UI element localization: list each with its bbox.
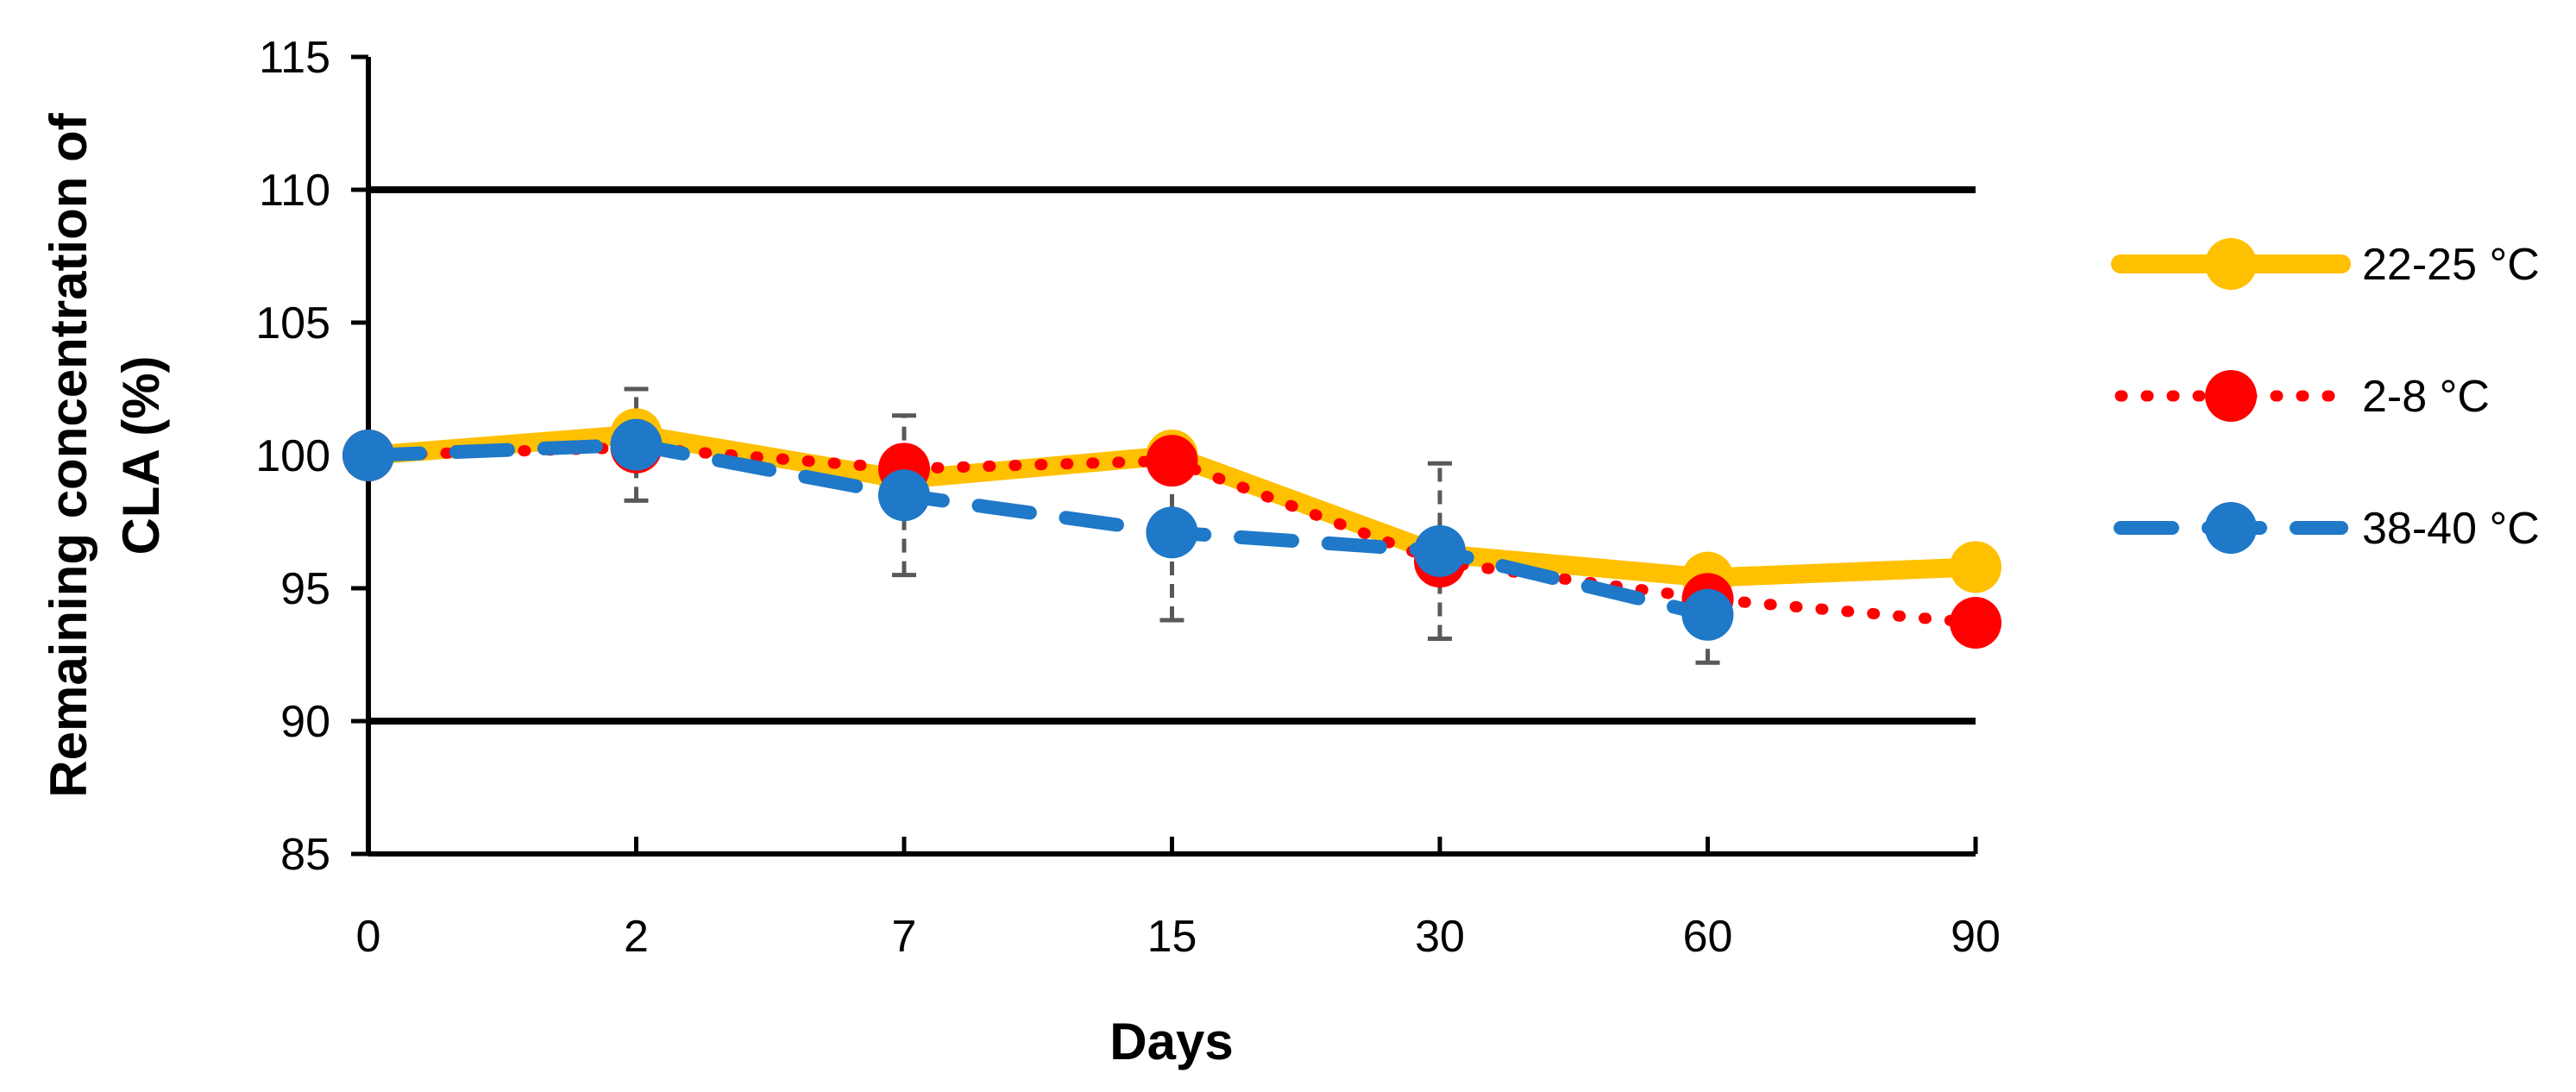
legend-marker [2205, 502, 2257, 554]
legend-marker [2205, 370, 2257, 422]
legend-label: 2-8 °C [2362, 372, 2490, 422]
legend-label: 22-25 °C [2362, 240, 2540, 290]
y-axis-title: Remaining concentration of CLA (%) [40, 112, 170, 797]
series-2 [342, 418, 1734, 641]
series-layer [342, 408, 2001, 650]
x-tick-label: 15 [1147, 912, 1197, 962]
y-tick-label: 90 [280, 697, 330, 747]
data-point [1681, 588, 1734, 641]
x-ticks: 0 2 7 15 30 60 90 [356, 837, 2001, 962]
series-line [361, 437, 1715, 622]
y-axis-title-line-1: Remaining concentration of [40, 112, 97, 797]
data-point [878, 469, 930, 522]
data-point [610, 418, 663, 471]
y-tick-label: 105 [255, 298, 330, 348]
data-point [1146, 506, 1198, 559]
x-tick-label: 90 [1951, 912, 2001, 962]
y-ticks: 85 90 95 100 105 110 115 [255, 33, 368, 880]
data-point [1146, 435, 1198, 487]
legend: 22-25 °C 2-8 °C 38-40 °C [2111, 238, 2540, 554]
data-point [1950, 597, 2001, 650]
x-tick-label: 7 [892, 912, 917, 962]
y-tick-label: 95 [280, 564, 330, 614]
y-tick-label: 100 [255, 431, 330, 481]
y-tick-label: 85 [280, 830, 330, 880]
data-point [1414, 524, 1466, 577]
legend-label: 38-40 °C [2362, 504, 2540, 554]
x-axis-title: Days [1109, 1013, 1233, 1070]
x-tick-label: 2 [624, 912, 649, 962]
legend-marker [2205, 238, 2257, 290]
legend-item-1: 2-8 °C [2114, 370, 2490, 422]
y-axis-title-line-2: CLA (%) [112, 355, 170, 555]
y-tick-label: 110 [259, 166, 330, 216]
y-tick-label: 115 [259, 33, 330, 83]
legend-item-2: 38-40 °C [2114, 502, 2540, 554]
x-tick-label: 0 [356, 912, 381, 962]
error-bar [1428, 461, 1452, 642]
x-tick-label: 60 [1683, 912, 1733, 962]
legend-item-0: 22-25 °C [2111, 238, 2540, 290]
x-tick-label: 30 [1415, 912, 1465, 962]
reference-lines [368, 186, 1976, 725]
data-point [342, 430, 394, 481]
data-point [1950, 541, 2001, 593]
